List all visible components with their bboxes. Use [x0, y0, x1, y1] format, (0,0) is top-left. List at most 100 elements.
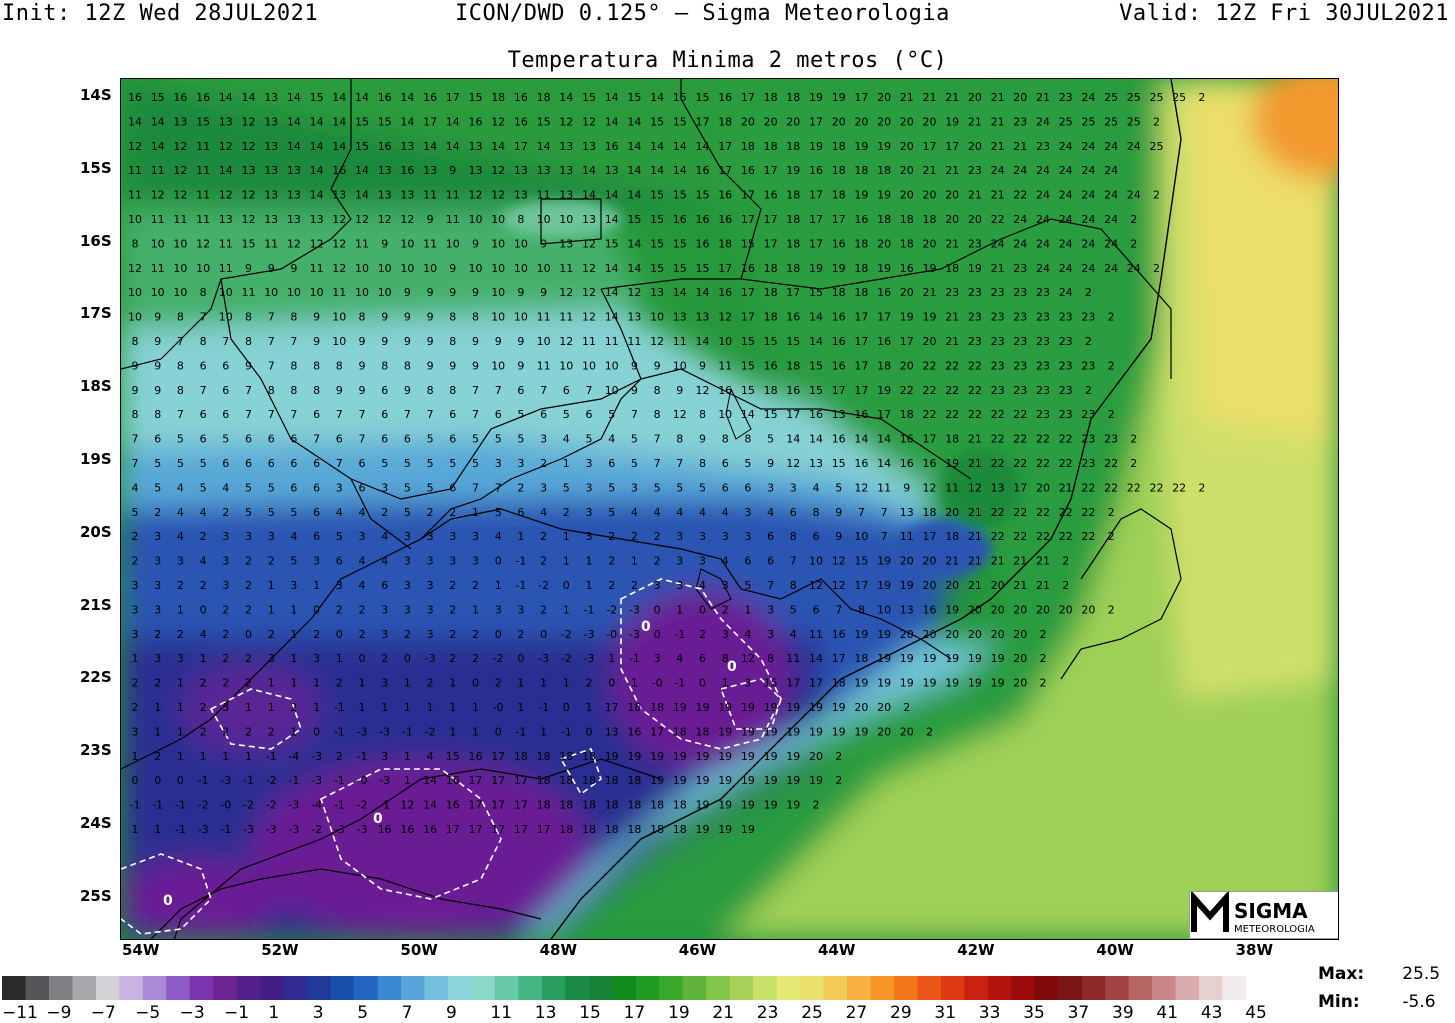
grid-value: 13	[673, 311, 687, 324]
grid-value: 19	[877, 384, 891, 397]
grid-value: 21	[923, 91, 937, 104]
state-borders	[121, 79, 1182, 939]
colorbar-swatch	[893, 976, 918, 1000]
colorbar-swatch	[330, 976, 355, 1000]
grid-value: 3	[790, 481, 797, 494]
grid-value: 15	[627, 213, 641, 226]
grid-value: 3	[676, 530, 683, 543]
grid-value: 17	[741, 91, 755, 104]
grid-value: 24	[1059, 237, 1073, 250]
grid-value: 2	[359, 628, 366, 641]
grid-value: 16	[378, 91, 392, 104]
grid-value: 15	[764, 335, 778, 348]
grid-value: 1	[177, 701, 184, 714]
grid-value: 7	[676, 457, 683, 470]
temperature-map[interactable]: 16 15 16 16 14 14 13 14 15 14 14 16 14 16 17 15 18 16 18 14…	[120, 78, 1339, 940]
grid-value: 3	[676, 555, 683, 568]
grid-value: 17	[469, 774, 483, 787]
grid-value: 22	[1059, 530, 1073, 543]
grid-value: 9	[699, 433, 706, 446]
grid-value: 8	[177, 311, 184, 324]
grid-value: 11	[900, 530, 914, 543]
grid-value: 11	[537, 311, 551, 324]
grid-value: 9	[540, 286, 547, 299]
grid-value: 2	[1153, 115, 1160, 128]
grid-value: 18	[605, 823, 619, 836]
grid-value: 16	[786, 384, 800, 397]
grid-value: 19	[696, 799, 710, 812]
grid-value: 17	[945, 140, 959, 153]
grid-value: 10	[491, 213, 505, 226]
grid-value: 21	[968, 579, 982, 592]
grid-value: 1	[359, 701, 366, 714]
grid-value: 18	[582, 823, 596, 836]
grid-value: -0	[493, 701, 504, 714]
grid-value: -0	[220, 799, 231, 812]
grid-value: 20	[923, 579, 937, 592]
grid-value: 7	[790, 555, 797, 568]
grid-value: 9	[835, 530, 842, 543]
grid-value: 10	[332, 311, 346, 324]
grid-value: 6	[381, 433, 388, 446]
grid-value: 17	[854, 359, 868, 372]
grid-value: 16	[696, 213, 710, 226]
grid-value: 17	[764, 213, 778, 226]
grid-value: 9	[449, 164, 456, 177]
grid-value: 14	[287, 115, 301, 128]
grid-value: 16	[854, 457, 868, 470]
lat-tick-label: 19S	[80, 450, 112, 468]
colorbar-label: 13	[535, 1003, 557, 1023]
grid-value: -3	[379, 725, 390, 738]
grid-value: -1	[357, 750, 368, 763]
grid-value: 16	[718, 384, 732, 397]
grid-value: 10	[537, 213, 551, 226]
grid-value: 19	[809, 91, 823, 104]
grid-value: -3	[584, 652, 595, 665]
grid-value: 3	[744, 677, 751, 690]
grid-value: 2	[608, 555, 615, 568]
grid-value: 7	[858, 506, 865, 519]
grid-value: 20	[923, 189, 937, 202]
grid-value: 1	[177, 750, 184, 763]
grid-value: 24	[1104, 164, 1118, 177]
colorbar-label: 35	[1023, 1003, 1045, 1023]
grid-value: 3	[722, 628, 729, 641]
grid-value: 15	[809, 286, 823, 299]
grid-value: 9	[495, 335, 502, 348]
grid-value: 2	[1198, 91, 1205, 104]
grid-value: 17	[786, 286, 800, 299]
grid-value: 20	[945, 213, 959, 226]
grid-value: 9	[427, 359, 434, 372]
grid-value: 8	[813, 506, 820, 519]
grid-value: 22	[1127, 481, 1141, 494]
colorbar-label: 31	[934, 1003, 956, 1023]
grid-value: 10	[537, 335, 551, 348]
grid-value: 3	[222, 701, 229, 714]
grid-value: 19	[945, 457, 959, 470]
grid-value: 20	[1013, 677, 1027, 690]
grid-value: 19	[673, 774, 687, 787]
colorbar-label: 19	[668, 1003, 690, 1023]
grid-value: 19	[786, 750, 800, 763]
grid-value: 18	[582, 799, 596, 812]
grid-value: 17	[514, 774, 528, 787]
grid-value: 8	[177, 359, 184, 372]
grid-value: 0	[654, 603, 661, 616]
grid-value: 13	[400, 140, 414, 153]
grid-value: 19	[854, 677, 868, 690]
grid-value: 14	[627, 189, 641, 202]
grid-value: 14	[605, 91, 619, 104]
grid-value: 15	[741, 237, 755, 250]
grid-value: 11	[151, 164, 165, 177]
grid-value: 9	[767, 457, 774, 470]
grid-value: 12	[696, 384, 710, 397]
grid-value: -1	[674, 677, 685, 690]
grid-value: 2	[1153, 189, 1160, 202]
colorbar-swatch	[494, 976, 519, 1000]
grid-value: 5	[132, 506, 139, 519]
grid-value: 21	[923, 286, 937, 299]
grid-value: 14	[627, 140, 641, 153]
grid-value: 3	[654, 579, 661, 592]
grid-value: 2	[222, 725, 229, 738]
grid-value: 20	[741, 115, 755, 128]
